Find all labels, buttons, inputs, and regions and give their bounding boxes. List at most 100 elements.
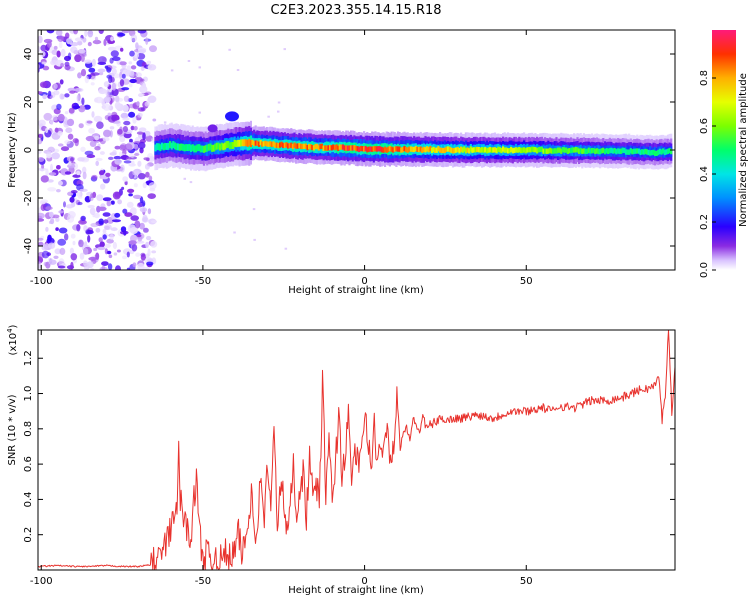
signal-band-cell bbox=[424, 147, 427, 153]
signal-band-cell bbox=[519, 147, 522, 154]
noise-blob bbox=[38, 119, 46, 128]
noise-blob bbox=[86, 154, 96, 159]
noise-blob bbox=[48, 211, 54, 218]
signal-band-cell bbox=[348, 145, 351, 151]
noise-blob bbox=[102, 212, 111, 217]
noise-blob bbox=[112, 241, 117, 250]
noise-blob bbox=[38, 64, 41, 69]
noise-blob bbox=[48, 90, 52, 97]
signal-band-cell bbox=[492, 147, 495, 153]
noise-blob bbox=[107, 263, 113, 270]
noise-blob bbox=[132, 194, 142, 199]
noise-speck bbox=[283, 48, 286, 51]
noise-blob bbox=[86, 261, 94, 269]
noise-speck bbox=[233, 231, 236, 234]
noise-blob bbox=[41, 244, 49, 251]
noise-blob bbox=[123, 229, 127, 236]
signal-band-cell bbox=[253, 141, 256, 147]
noise-blob bbox=[119, 135, 126, 143]
noise-blob bbox=[84, 241, 88, 248]
noise-blob bbox=[55, 30, 63, 36]
noise-blob bbox=[50, 163, 53, 172]
signal-band-cell bbox=[167, 142, 170, 150]
snr-frame bbox=[37, 329, 676, 571]
x-tick-label: 0 bbox=[361, 276, 367, 287]
signal-band-cell bbox=[655, 150, 658, 156]
signal-band-cell bbox=[186, 144, 189, 152]
signal-band-cell bbox=[557, 147, 560, 153]
signal-band-cell bbox=[600, 148, 603, 154]
signal-band-cell bbox=[194, 145, 197, 153]
signal-band-cell bbox=[523, 147, 526, 153]
noise-blob bbox=[90, 193, 94, 199]
signal-band-cell bbox=[206, 144, 209, 152]
noise-blob bbox=[76, 170, 81, 176]
signal-band-cell bbox=[602, 147, 605, 153]
noise-blob bbox=[121, 87, 130, 91]
noise-blob bbox=[138, 127, 147, 132]
figure-title: C2E3.2023.355.14.15.R18 bbox=[270, 3, 441, 18]
signal-band-cell bbox=[461, 147, 464, 153]
noise-blob bbox=[89, 140, 97, 147]
signal-band-cell bbox=[539, 146, 542, 153]
signal-band-cell bbox=[269, 141, 272, 147]
signal-band-cell bbox=[621, 147, 624, 153]
signal-band-cell bbox=[516, 147, 519, 153]
noise-blob bbox=[115, 265, 121, 270]
signal-band-cell bbox=[437, 146, 440, 152]
signal-band-cell bbox=[308, 144, 311, 150]
noise-blob bbox=[121, 73, 126, 79]
noise-blob bbox=[111, 82, 117, 91]
signal-band-cell bbox=[285, 142, 288, 148]
noise-blob bbox=[111, 88, 119, 97]
noise-blob bbox=[137, 160, 142, 167]
signal-band-cell bbox=[536, 148, 539, 154]
noise-blob bbox=[70, 261, 74, 270]
noise-blob bbox=[126, 156, 132, 160]
signal-band-cell bbox=[385, 147, 388, 153]
noise-blob bbox=[109, 126, 115, 130]
signal-band-cell bbox=[440, 147, 443, 154]
noise-blob bbox=[79, 252, 85, 260]
noise-blob bbox=[135, 252, 141, 257]
noise-blob bbox=[54, 83, 58, 89]
noise-blob bbox=[147, 64, 157, 71]
noise-blob bbox=[138, 49, 147, 54]
noise-blob bbox=[117, 32, 126, 37]
signal-band-cell bbox=[595, 148, 598, 154]
noise-blob bbox=[106, 200, 112, 207]
signal-band-cell bbox=[375, 146, 379, 152]
noise-blob bbox=[132, 170, 140, 176]
signal-band-cell bbox=[367, 146, 370, 152]
noise-blob bbox=[72, 105, 81, 109]
signal-band-cell bbox=[419, 146, 422, 152]
signal-band-cell bbox=[317, 145, 320, 151]
noise-blob bbox=[142, 200, 146, 207]
noise-speck bbox=[170, 69, 174, 72]
signal-band-cell bbox=[650, 150, 653, 156]
noise-blob bbox=[56, 50, 61, 58]
noise-blob bbox=[148, 175, 153, 182]
signal-band-cell bbox=[366, 147, 369, 153]
signal-band-cell bbox=[288, 142, 291, 149]
noise-blob bbox=[42, 65, 50, 71]
signal-band-cell bbox=[548, 147, 552, 153]
noise-blob bbox=[94, 135, 100, 141]
noise-blob bbox=[119, 79, 125, 87]
noise-blob bbox=[146, 60, 152, 65]
signal-band-cell bbox=[329, 144, 332, 151]
noise-blob bbox=[130, 207, 137, 214]
noise-blob bbox=[106, 67, 112, 73]
signal-band-cell bbox=[534, 147, 537, 153]
noise-blob bbox=[114, 212, 121, 218]
signal-band-cell bbox=[207, 143, 210, 151]
colorbar-tick-label: 0.0 bbox=[699, 262, 710, 278]
signal-band-cell bbox=[508, 148, 511, 154]
signal-band-cell bbox=[633, 148, 636, 154]
noise-speck bbox=[198, 111, 201, 114]
noise-blob bbox=[128, 111, 136, 118]
noise-blob bbox=[108, 75, 113, 84]
signal-band-cell bbox=[199, 145, 202, 153]
signal-band-cell bbox=[568, 148, 571, 154]
noise-blob bbox=[128, 61, 133, 65]
